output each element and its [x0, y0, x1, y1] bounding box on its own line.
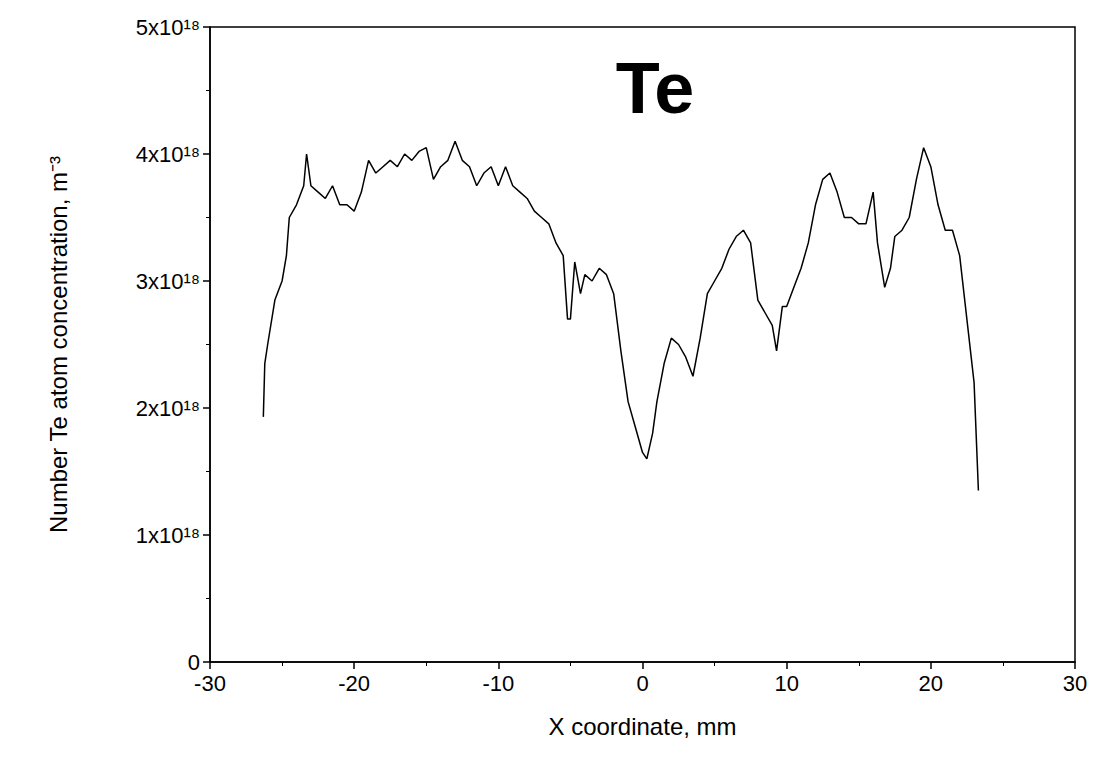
svg-text:X coordinate, mm: X coordinate, mm	[548, 713, 736, 740]
svg-text:-30: -30	[194, 671, 226, 696]
svg-text:10: 10	[774, 671, 798, 696]
svg-text:3x10¹⁸: 3x10¹⁸	[136, 269, 200, 294]
svg-text:-10: -10	[482, 671, 514, 696]
svg-text:0: 0	[636, 671, 648, 696]
svg-text:20: 20	[919, 671, 943, 696]
svg-text:5x10¹⁸: 5x10¹⁸	[136, 15, 200, 40]
svg-text:30: 30	[1063, 671, 1087, 696]
svg-text:0: 0	[187, 649, 200, 675]
svg-text:Number Te atom concentration,: Number Te atom concentration, m⁻³	[45, 156, 72, 533]
svg-text:Te: Te	[616, 48, 695, 128]
svg-text:-20: -20	[338, 671, 370, 696]
svg-text:1x10¹⁸: 1x10¹⁸	[136, 523, 200, 548]
svg-text:4x10¹⁸: 4x10¹⁸	[136, 142, 200, 167]
svg-text:2x10¹⁸: 2x10¹⁸	[136, 396, 200, 421]
